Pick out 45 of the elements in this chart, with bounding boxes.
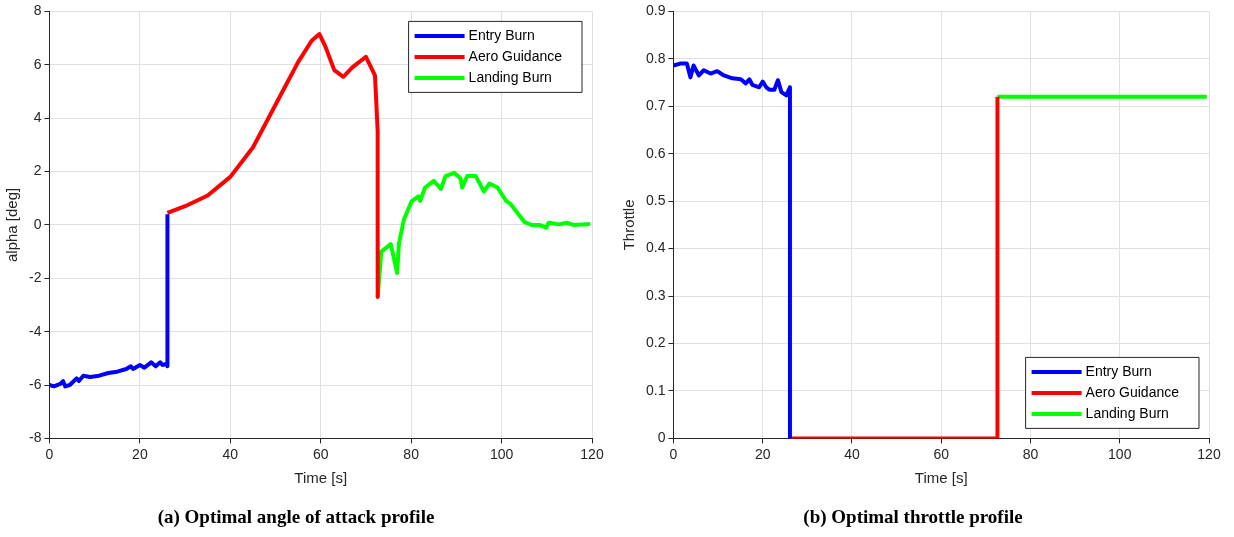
y-tick-label: -4 bbox=[29, 322, 42, 339]
y-tick-label: -2 bbox=[29, 269, 42, 286]
y-tick-label: 0.2 bbox=[645, 334, 666, 351]
text: (a) Optimal angle of attack profile bbox=[157, 505, 435, 528]
y-tick-label: 2 bbox=[33, 162, 42, 179]
y-tick-label: 0.8 bbox=[645, 49, 666, 66]
y-tick-label: 6 bbox=[33, 55, 42, 72]
legend-label: Entry Burn bbox=[468, 26, 535, 43]
y-tick-label: 0.6 bbox=[645, 144, 666, 161]
x-tick-label: 80 bbox=[1022, 445, 1039, 462]
y-tick-label: 0.7 bbox=[645, 97, 666, 114]
x-tick-label: 80 bbox=[403, 445, 420, 462]
y-tick-label: 0.1 bbox=[645, 381, 666, 398]
legend-label: Landing Burn bbox=[468, 68, 552, 85]
legend-label: Entry Burn bbox=[1085, 362, 1152, 379]
y-axis-title: Throttle bbox=[620, 199, 638, 251]
text: (b) Optimal throttle profile bbox=[803, 505, 1023, 528]
y-tick-label: 0.5 bbox=[645, 192, 666, 209]
x-axis-title: Time [s] bbox=[914, 469, 968, 487]
x-tick-label: 20 bbox=[754, 445, 771, 462]
legend-label: Aero Guidance bbox=[468, 47, 563, 64]
x-tick-label: 100 bbox=[489, 445, 514, 462]
y-axis-title: alpha [deg] bbox=[3, 187, 21, 263]
y-tick-label: 8 bbox=[33, 2, 42, 19]
x-tick-label: 40 bbox=[222, 445, 239, 462]
y-tick-label: 0.3 bbox=[645, 286, 666, 303]
y-tick-label: 0 bbox=[33, 215, 42, 232]
x-tick-label: 60 bbox=[933, 445, 950, 462]
legend-label: Landing Burn bbox=[1085, 404, 1169, 421]
y-tick-label: 0.9 bbox=[645, 2, 666, 19]
y-tick-label: 4 bbox=[33, 109, 42, 126]
y-tick-label: -8 bbox=[29, 429, 42, 446]
x-tick-label: 0 bbox=[669, 445, 678, 462]
x-tick-label: 40 bbox=[844, 445, 860, 462]
x-tick-label: 20 bbox=[132, 445, 148, 462]
x-tick-label: 120 bbox=[580, 445, 604, 462]
x-tick-label: 60 bbox=[312, 445, 329, 462]
y-tick-label: 0 bbox=[657, 429, 666, 446]
y-tick-label: -6 bbox=[29, 375, 42, 392]
x-tick-label: 100 bbox=[1108, 445, 1132, 462]
x-tick-label: 120 bbox=[1197, 445, 1221, 462]
y-tick-label: 0.4 bbox=[645, 239, 666, 256]
legend-label: Aero Guidance bbox=[1085, 383, 1180, 400]
x-tick-label: 0 bbox=[45, 445, 54, 462]
x-axis-title: Time [s] bbox=[294, 469, 348, 487]
